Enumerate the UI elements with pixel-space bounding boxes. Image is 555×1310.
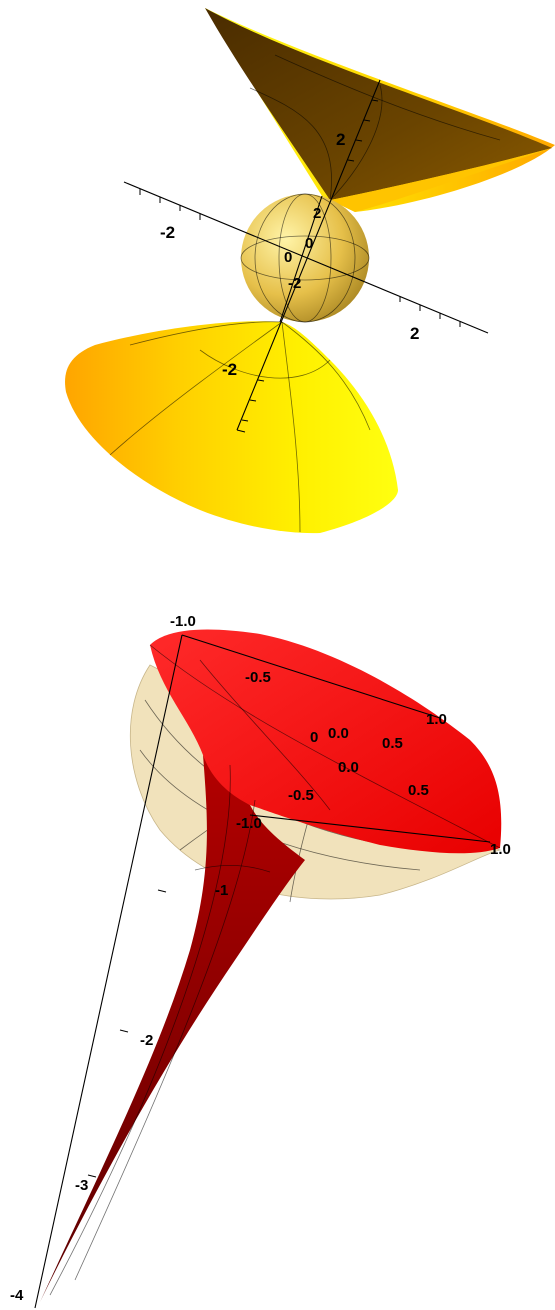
y-label-neg-1: -1.0 xyxy=(236,815,262,832)
z-label-neg-4: -4 xyxy=(10,1287,24,1304)
d-axis-label-pos: 2 xyxy=(313,205,321,222)
depth-axis xyxy=(279,195,323,323)
x-axis xyxy=(181,634,441,719)
h-axis-label-neg: -2 xyxy=(160,223,175,242)
x-label-neg-1: -1.0 xyxy=(170,613,196,630)
horizontal-axis xyxy=(123,181,489,334)
v-axis-label-neg: -2 xyxy=(222,360,237,379)
vertical-axis xyxy=(236,79,381,431)
y-label-pos-1: 1.0 xyxy=(490,841,511,858)
x-label-pos-05: 0.5 xyxy=(382,735,403,752)
cone-sphere-plot: -2 2 2 -2 2 0 0 -2 xyxy=(65,8,555,534)
funnel-surface xyxy=(40,629,502,1302)
x-label-pos-1: 1.0 xyxy=(426,711,447,728)
z-label-neg-3: -3 xyxy=(75,1177,88,1194)
origin-label: 0 xyxy=(310,729,318,746)
z-label-neg-1: -1 xyxy=(215,882,228,899)
axes xyxy=(123,79,489,433)
z-label-neg-2: -2 xyxy=(140,1032,153,1049)
d-axis-label-zero: 0 xyxy=(305,235,313,252)
y-label-zero: 0.0 xyxy=(338,759,359,776)
y-axis xyxy=(249,814,491,843)
z-axis xyxy=(34,634,183,1309)
v-axis-label-pos: 2 xyxy=(336,130,345,149)
d-axis-label-neg: -2 xyxy=(288,275,301,292)
bottom-cone xyxy=(65,321,398,534)
sphere xyxy=(240,193,370,323)
y-label-pos-05: 0.5 xyxy=(408,782,429,799)
y-label-neg-05: -0.5 xyxy=(288,787,314,804)
x-label-neg-05: -0.5 xyxy=(245,669,271,686)
h-axis-label-pos: 2 xyxy=(410,324,419,343)
top-cone xyxy=(205,8,555,212)
funnel-hemisphere-plot: -1.0 -0.5 0.0 0.5 1.0 0 0.0 0.5 1.0 -0.5… xyxy=(10,613,511,1309)
v-axis-label-zero: 0 xyxy=(284,249,292,266)
x-label-zero: 0.0 xyxy=(328,725,349,742)
